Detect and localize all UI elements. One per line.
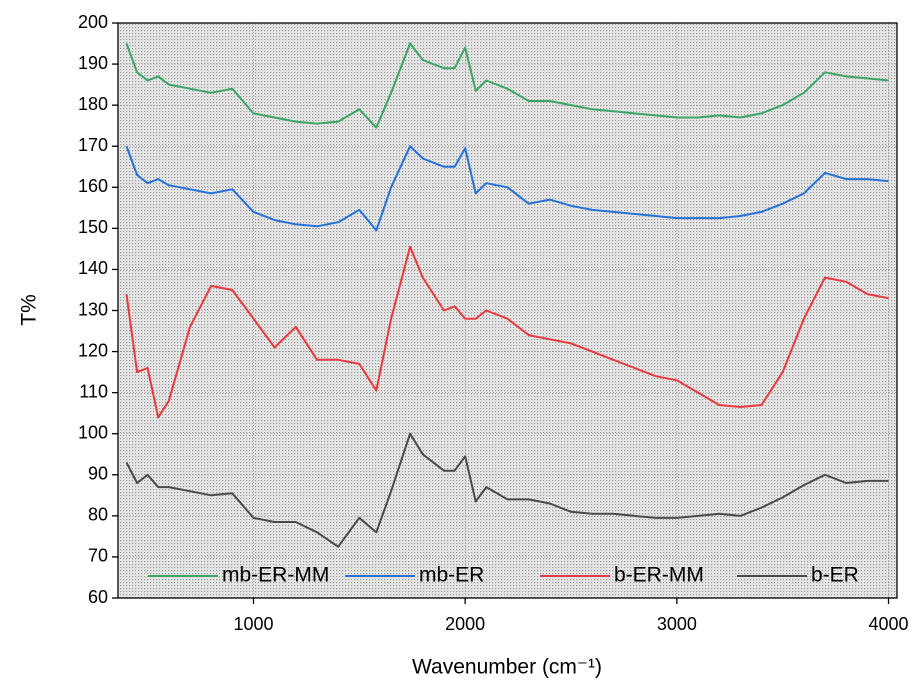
y-tick-label: 160 <box>78 176 108 196</box>
x-tick-label: 1000 <box>233 614 273 634</box>
legend-label: mb-ER <box>419 564 484 587</box>
y-tick-label: 190 <box>78 53 108 73</box>
series-line <box>125 42 889 129</box>
series-line <box>125 245 889 419</box>
y-tick-label: 60 <box>88 587 108 607</box>
legend-label: b-ER-MM <box>614 564 704 587</box>
y-tick-label: 170 <box>78 135 108 155</box>
x-tick-label: 4000 <box>869 614 909 634</box>
y-tick-label: 110 <box>79 381 108 401</box>
series-line <box>125 432 889 548</box>
x-axis-label: Wavenumber (cm⁻¹) <box>412 656 602 679</box>
legend-label: mb-ER-MM <box>222 564 329 587</box>
y-axis-label: T% <box>18 294 41 326</box>
y-tick-label: 80 <box>88 505 108 525</box>
x-tick-label: 2000 <box>445 614 485 634</box>
y-tick-label: 70 <box>88 546 108 566</box>
y-tick-label: 180 <box>78 94 108 114</box>
y-tick-label: 100 <box>78 422 108 442</box>
y-tick-label: 140 <box>78 258 108 278</box>
y-tick-label: 130 <box>78 299 108 319</box>
y-tick-label: 90 <box>88 464 108 484</box>
y-tick-label: 200 <box>78 12 108 32</box>
x-tick-label: 3000 <box>657 614 697 634</box>
legend-label: b-ER <box>811 564 859 587</box>
series-line <box>125 145 889 232</box>
y-tick-label: 120 <box>78 340 108 360</box>
y-tick-label: 150 <box>78 217 108 237</box>
plot-pattern <box>118 23 897 598</box>
